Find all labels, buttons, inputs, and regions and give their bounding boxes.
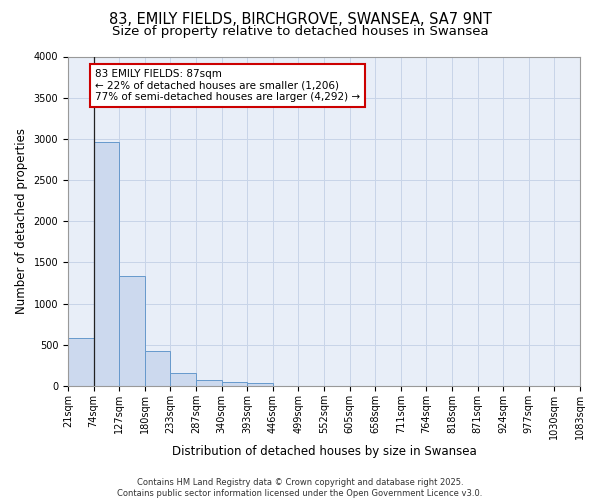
Text: Size of property relative to detached houses in Swansea: Size of property relative to detached ho…: [112, 25, 488, 38]
Bar: [221, 382, 247, 386]
Text: 83, EMILY FIELDS, BIRCHGROVE, SWANSEA, SA7 9NT: 83, EMILY FIELDS, BIRCHGROVE, SWANSEA, S…: [109, 12, 491, 28]
Bar: [247, 383, 273, 386]
Y-axis label: Number of detached properties: Number of detached properties: [15, 128, 28, 314]
X-axis label: Distribution of detached houses by size in Swansea: Distribution of detached houses by size …: [172, 444, 476, 458]
Bar: [119, 276, 145, 386]
Bar: [94, 142, 119, 386]
Bar: [68, 338, 94, 386]
Bar: [170, 374, 196, 386]
Bar: [145, 350, 170, 386]
Text: 83 EMILY FIELDS: 87sqm
← 22% of detached houses are smaller (1,206)
77% of semi-: 83 EMILY FIELDS: 87sqm ← 22% of detached…: [95, 69, 360, 102]
Text: Contains HM Land Registry data © Crown copyright and database right 2025.
Contai: Contains HM Land Registry data © Crown c…: [118, 478, 482, 498]
Bar: [196, 380, 221, 386]
